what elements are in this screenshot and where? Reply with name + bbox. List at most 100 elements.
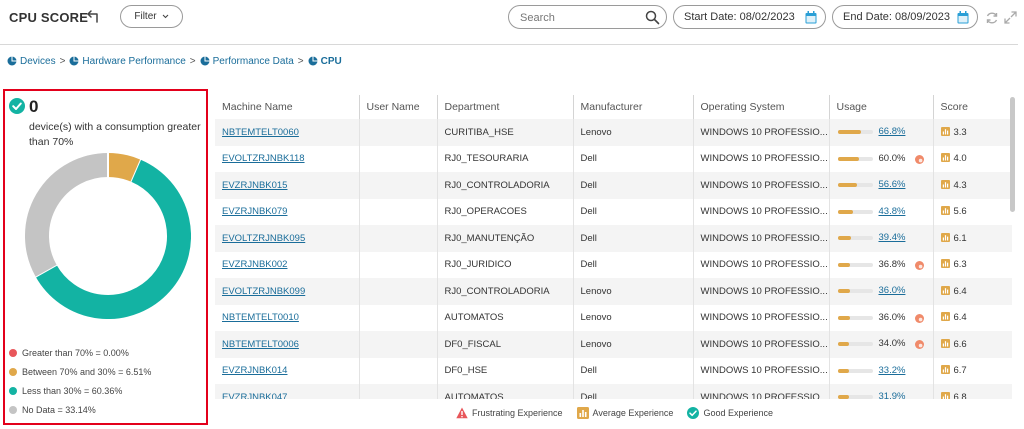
consumption-donut-chart[interactable] bbox=[25, 153, 191, 319]
usage-value-link[interactable]: 66.8% bbox=[878, 126, 906, 137]
cell-manufacturer: Dell bbox=[573, 145, 694, 172]
breadcrumb-separator: > bbox=[297, 55, 304, 67]
alert-icon[interactable] bbox=[914, 340, 924, 349]
alert-icon[interactable] bbox=[914, 313, 924, 323]
donut-legend: Greater than 70% = 0.00% Between 70% and … bbox=[9, 343, 151, 419]
cell-usage: 33.2% bbox=[829, 357, 934, 384]
usage-progress-bar bbox=[837, 395, 873, 399]
machine-name-link[interactable]: NBTEMTELT0010 bbox=[222, 312, 299, 324]
cell-department: RJ0_MANUTENÇÃO bbox=[437, 225, 574, 252]
machine-name-link[interactable]: EVZRJNBK015 bbox=[222, 179, 288, 191]
filter-button[interactable]: Filter bbox=[120, 5, 183, 28]
donut-slice-no-data[interactable] bbox=[25, 153, 109, 277]
table-scrollbar[interactable] bbox=[1010, 97, 1015, 212]
breadcrumb-item-performance-data[interactable]: Performance Data bbox=[200, 56, 294, 67]
machine-name-link[interactable]: EVZRJNBK002 bbox=[222, 259, 288, 271]
alert-icon[interactable] bbox=[914, 154, 924, 164]
table-row[interactable]: EVOLTZRJNBK095 RJ0_MANUTENÇÃO Dell WINDOWS … bbox=[215, 225, 1012, 252]
table-row[interactable]: EVZRJNBK079 RJ0_OPERACOES Dell WINDOWS 10 P… bbox=[215, 198, 1012, 225]
table-row[interactable]: EVOLTZRJNBK118 RJ0_TESOURARIA Dell WINDOWS … bbox=[215, 145, 1012, 172]
search-input[interactable] bbox=[520, 10, 635, 25]
back-arrow-icon[interactable] bbox=[86, 8, 102, 24]
score-value: 6.8 bbox=[953, 391, 967, 399]
warning-triangle-icon bbox=[456, 407, 468, 419]
table-row[interactable]: EVZRJNBK014 DF0_HSE Dell WINDOWS 10 PROFESS… bbox=[215, 357, 1012, 384]
column-header-score[interactable]: Score bbox=[933, 95, 1012, 119]
breadcrumb-item-cpu: CPU bbox=[308, 56, 342, 67]
legend-label: Greater than 70% = 0.00% bbox=[22, 347, 129, 358]
start-date-picker[interactable]: Start Date: 08/02/2023 bbox=[673, 5, 826, 29]
table-row[interactable]: NBTEMTELT0006 DF0_FISCAL Lenovo WINDOWS 10 … bbox=[215, 331, 1012, 358]
table-row[interactable]: EVZRJNBK047 AUTOMATOS Dell WINDOWS 10 PROFE… bbox=[215, 384, 1012, 399]
usage-value: 34.0% bbox=[878, 338, 906, 349]
column-header-user-name[interactable]: User Name bbox=[359, 95, 438, 119]
legend-average: Average Experience bbox=[576, 407, 673, 419]
column-header-manufacturer[interactable]: Manufacturer bbox=[573, 95, 694, 119]
refresh-icon[interactable] bbox=[985, 11, 999, 25]
legend-label: Between 70% and 30% = 6.51% bbox=[22, 366, 152, 377]
table-row[interactable]: NBTEMTELT0010 AUTOMATOS Lenovo WINDOWS 10 P… bbox=[215, 304, 1012, 331]
cell-usage: 43.8% bbox=[829, 198, 934, 225]
pie-chart-icon bbox=[69, 56, 79, 66]
cell-score: 3.3 bbox=[933, 119, 1012, 146]
score-value: 3.3 bbox=[953, 126, 967, 138]
machine-name-link[interactable]: EVZRJNBK047 bbox=[222, 391, 288, 399]
column-header-machine-name[interactable]: Machine Name bbox=[215, 95, 360, 119]
expand-icon[interactable] bbox=[1004, 11, 1017, 24]
table-row[interactable]: EVZRJNBK015 RJ0_CONTROLADORIA Dell WINDOWS … bbox=[215, 172, 1012, 199]
chevron-down-icon bbox=[162, 14, 168, 19]
usage-value-link[interactable]: 43.8% bbox=[878, 205, 906, 217]
breadcrumb-item-hardware-performance[interactable]: Hardware Performance bbox=[69, 56, 186, 67]
alert-icon[interactable] bbox=[914, 260, 924, 270]
top-header: CPU SCORE Filter Start Date: 08/02/2023 … bbox=[0, 0, 1024, 36]
search-icon[interactable] bbox=[645, 10, 660, 25]
check-circle-icon bbox=[687, 407, 700, 419]
usage-progress-bar bbox=[837, 130, 873, 134]
table-row[interactable]: NBTEMTELT0060 CURITIBA_HSE Lenovo WINDOWS 1… bbox=[215, 119, 1012, 146]
usage-progress-fill bbox=[837, 130, 861, 134]
table-header-row: Machine Name User Name Department Manufactu… bbox=[215, 95, 1012, 119]
machine-name-link[interactable]: EVZRJNBK079 bbox=[222, 206, 288, 218]
usage-progress-fill bbox=[837, 156, 859, 161]
cell-score: 6.4 bbox=[933, 278, 1012, 305]
score-value: 6.7 bbox=[953, 365, 967, 377]
cell-manufacturer: Lenovo bbox=[573, 119, 694, 146]
usage-value-link[interactable]: 31.9% bbox=[878, 391, 906, 399]
pie-chart-icon bbox=[200, 56, 210, 66]
breadcrumb-item-devices[interactable]: Devices bbox=[7, 56, 56, 67]
usage-value-link[interactable]: 36.0% bbox=[878, 285, 906, 296]
machine-name-link[interactable]: EVOLTZRJNBK118 bbox=[222, 153, 305, 165]
column-header-operating-system[interactable]: Operating System bbox=[693, 95, 830, 119]
column-header-usage[interactable]: Usage bbox=[829, 95, 934, 119]
bar-chart-icon bbox=[940, 126, 950, 136]
donut-slice-between-70-and-30[interactable] bbox=[107, 153, 142, 183]
legend-dot-icon bbox=[9, 405, 17, 414]
machine-name-link[interactable]: NBTEMTELT0006 bbox=[222, 338, 299, 350]
usage-progress-fill bbox=[837, 262, 851, 267]
cell-user-name bbox=[359, 384, 438, 399]
cell-operating-system: WINDOWS 10 PROFESSIO... bbox=[693, 119, 830, 146]
machine-name-link[interactable]: NBTEMTELT0060 bbox=[222, 126, 299, 138]
machine-name-link[interactable]: EVZRJNBK014 bbox=[222, 365, 288, 377]
cell-department: RJ0_OPERACOES bbox=[437, 198, 574, 225]
column-header-department[interactable]: Department bbox=[437, 95, 574, 119]
machine-name-link[interactable]: EVOLTZRJNBK095 bbox=[222, 232, 306, 244]
table-row[interactable]: EVOLTZRJNBK099 RJ0_CONTROLADORIA Lenovo WIN… bbox=[215, 278, 1012, 305]
usage-value-link[interactable]: 56.6% bbox=[878, 179, 906, 190]
usage-value-link[interactable]: 33.2% bbox=[878, 364, 906, 376]
breadcrumb-label: Performance Data bbox=[212, 55, 294, 67]
cell-operating-system: WINDOWS 10 PROFESSIO... bbox=[693, 225, 830, 252]
donut-slice-less-than-30[interactable] bbox=[35, 159, 191, 319]
machine-name-link[interactable]: EVOLTZRJNBK099 bbox=[222, 285, 306, 297]
table-row[interactable]: EVZRJNBK002 RJ0_JURIDICO Dell WINDOWS 10 PR… bbox=[215, 251, 1012, 278]
end-date-label: End Date: 08/09/2023 bbox=[843, 11, 951, 23]
end-date-picker[interactable]: End Date: 08/09/2023 bbox=[832, 5, 978, 29]
search-box[interactable] bbox=[508, 5, 667, 29]
usage-value-link[interactable]: 39.4% bbox=[878, 232, 906, 243]
cell-manufacturer: Dell bbox=[573, 357, 694, 384]
cell-user-name bbox=[359, 304, 438, 331]
bar-chart-icon bbox=[940, 338, 950, 348]
score-value: 5.6 bbox=[953, 206, 967, 218]
usage-progress-bar bbox=[837, 342, 873, 346]
usage-progress-fill bbox=[837, 183, 858, 187]
